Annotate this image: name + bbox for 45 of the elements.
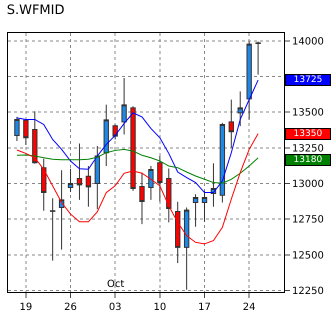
candlestick bbox=[86, 166, 92, 208]
x-tick-label: 03 bbox=[108, 302, 122, 313]
candlestick bbox=[76, 142, 82, 200]
candlestick bbox=[238, 90, 243, 127]
candlestick bbox=[228, 99, 234, 148]
line-series bbox=[16, 80, 259, 194]
candlestick bbox=[202, 190, 208, 222]
candlestick bbox=[121, 77, 127, 135]
candlestick bbox=[68, 168, 74, 192]
text: 13350 bbox=[294, 129, 322, 139]
candlestick bbox=[139, 172, 145, 225]
candlestick bbox=[210, 162, 216, 208]
candlestick bbox=[220, 122, 226, 204]
x-tick-label: 24 bbox=[242, 302, 256, 313]
candlestick bbox=[41, 158, 46, 212]
text: 13725 bbox=[294, 75, 322, 85]
candlestick bbox=[184, 207, 190, 290]
candlestick bbox=[157, 156, 163, 202]
candlestick bbox=[192, 194, 198, 228]
candlestick bbox=[255, 41, 261, 76]
candlestick bbox=[50, 198, 56, 262]
x-tick-label: 19 bbox=[19, 302, 32, 313]
candlestick bbox=[58, 170, 64, 250]
y-tick-label: 12750 bbox=[292, 214, 324, 226]
candlestick bbox=[104, 104, 109, 166]
y-tick-label: 12500 bbox=[292, 250, 324, 262]
y-tick-label: 13500 bbox=[292, 108, 324, 119]
x-tick-label: 17 bbox=[198, 302, 211, 313]
y-tick-label: 13000 bbox=[292, 179, 324, 190]
candlestick bbox=[14, 116, 20, 142]
x-tick-label: 26 bbox=[64, 302, 77, 313]
line-series bbox=[16, 148, 259, 184]
text: 13180 bbox=[294, 155, 322, 165]
candlestick bbox=[166, 168, 172, 223]
x-tick-label: 10 bbox=[153, 302, 166, 313]
y-tick-label: 13250 bbox=[292, 143, 324, 154]
annotation: Oct bbox=[107, 279, 124, 290]
candlestick bbox=[94, 146, 100, 210]
chart-title: S.WFMID bbox=[6, 2, 64, 18]
candlestick bbox=[23, 118, 29, 146]
y-tick-label: 14000 bbox=[292, 36, 324, 48]
candlestick bbox=[246, 41, 252, 120]
candlestick bbox=[148, 166, 154, 200]
y-tick-label: 12250 bbox=[292, 286, 324, 298]
candlestick bbox=[112, 124, 118, 140]
